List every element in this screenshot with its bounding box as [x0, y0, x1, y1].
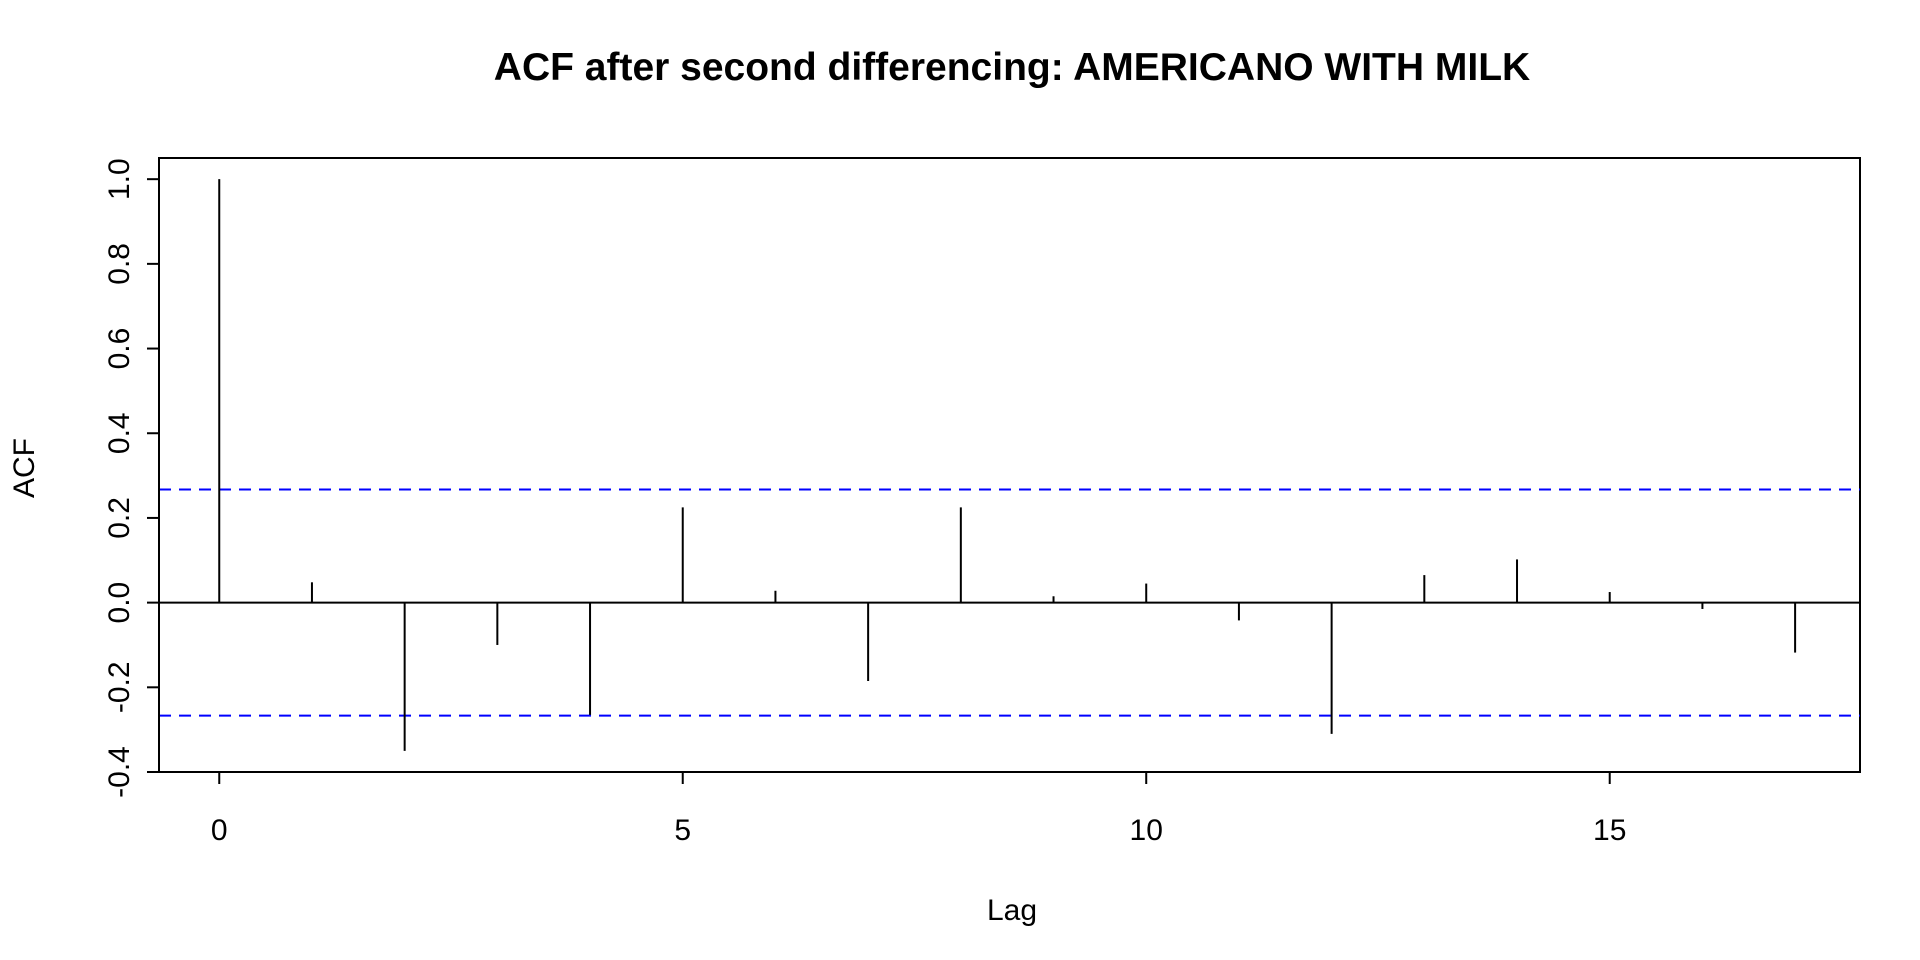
y-tick-label: -0.2 — [103, 661, 136, 713]
x-axis-label: Lag — [987, 894, 1037, 927]
y-tick-label: -0.4 — [103, 746, 136, 798]
y-axis-label: ACF — [8, 438, 41, 498]
y-tick-label: 0.4 — [103, 412, 136, 454]
y-tick-label: 1.0 — [103, 158, 136, 200]
chart-title: ACF after second differencing: AMERICANO… — [494, 46, 1530, 89]
x-tick-label: 10 — [1130, 814, 1163, 847]
x-tick-label: 0 — [211, 814, 228, 847]
x-tick-label: 5 — [674, 814, 691, 847]
y-tick-label: 0.0 — [103, 582, 136, 624]
y-tick-label: 0.6 — [103, 328, 136, 370]
plot-frame — [158, 157, 1861, 773]
y-tick-label: 0.8 — [103, 243, 136, 285]
x-tick-label: 15 — [1593, 814, 1626, 847]
y-tick-label: 0.2 — [103, 497, 136, 539]
